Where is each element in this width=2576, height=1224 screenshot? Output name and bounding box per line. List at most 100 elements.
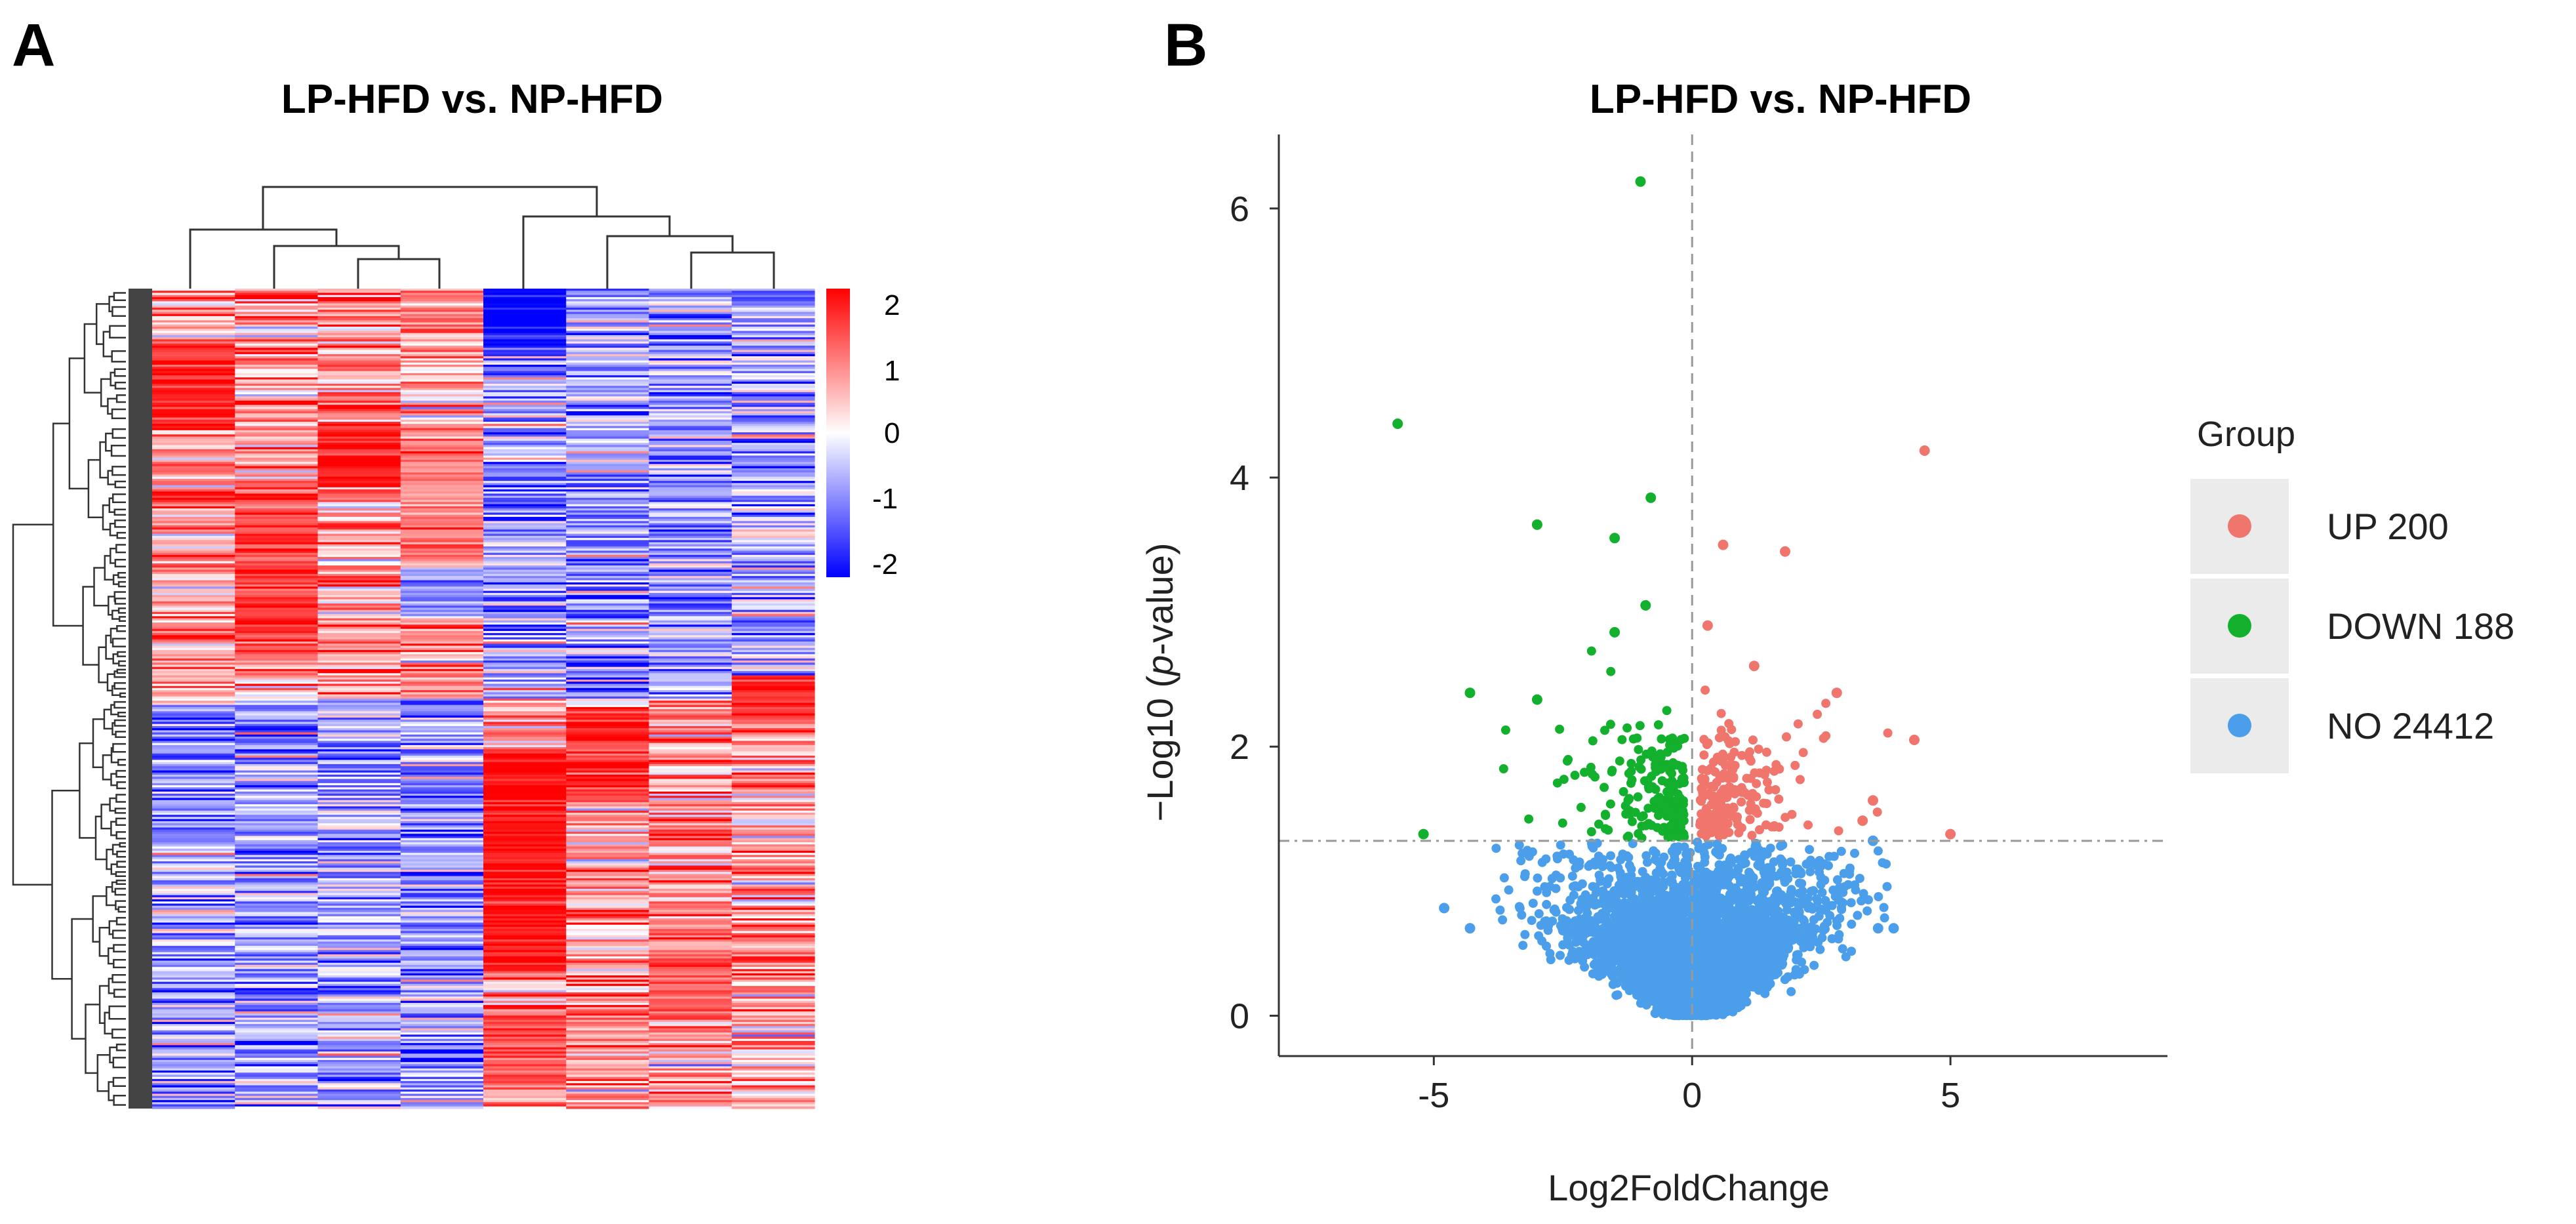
heatmap-cell [483, 806, 567, 809]
heatmap-cell [235, 343, 319, 346]
heatmap-cell [317, 630, 401, 634]
heatmap-cell [649, 694, 733, 697]
heatmap-cell [649, 584, 733, 587]
heatmap-cell [400, 986, 484, 989]
heatmap-cell [400, 760, 484, 763]
heatmap-cell [152, 943, 235, 947]
heatmap-cell [152, 825, 235, 828]
heatmap-cell [400, 964, 484, 968]
heatmap-cell [649, 595, 733, 598]
heatmap-cell [731, 717, 815, 720]
heatmap-cell [649, 1026, 733, 1029]
heatmap-cell [400, 1100, 484, 1103]
heatmap-cell [731, 364, 815, 367]
heatmap-cell [566, 1083, 650, 1086]
heatmap-cell [731, 299, 815, 302]
heatmap-cell [317, 1053, 401, 1057]
heatmap-cell [400, 464, 484, 467]
heatmap-cell [731, 1071, 815, 1073]
heatmap-cell [317, 872, 401, 874]
heatmap-cell [731, 369, 815, 372]
heatmap-cell [152, 933, 235, 936]
heatmap-cell [731, 1083, 815, 1086]
heatmap-cell [152, 607, 235, 611]
heatmap-cell [152, 1059, 235, 1063]
heatmap-cell [483, 331, 567, 334]
heatmap-cell [235, 802, 319, 805]
heatmap-cell [483, 912, 567, 915]
heatmap-cell [566, 941, 650, 945]
heatmap-cell [152, 683, 235, 687]
heatmap-cell [152, 521, 235, 524]
heatmap-cell [566, 743, 650, 746]
heatmap-cell [731, 451, 815, 454]
heatmap-cell [317, 535, 401, 539]
heatmap-cell [317, 1038, 401, 1042]
heatmap-cell [731, 685, 815, 689]
heatmap-cell [566, 1015, 650, 1019]
heatmap-cell [483, 561, 567, 564]
heatmap-cell [731, 825, 815, 828]
colorbar-tick-1: 1 [884, 355, 900, 387]
heatmap-cell [731, 939, 815, 943]
heatmap-cell [235, 1097, 319, 1101]
heatmap-cell [649, 914, 733, 917]
heatmap-cell [731, 838, 815, 841]
heatmap-cell [566, 901, 650, 905]
heatmap-cell [152, 569, 235, 573]
heatmap-cell [483, 508, 567, 511]
heatmap-cell [566, 569, 650, 573]
heatmap-cell [152, 901, 235, 905]
heatmap-cell [317, 525, 401, 528]
heatmap-cell [152, 624, 235, 628]
heatmap-cell [566, 703, 650, 706]
heatmap-cell [400, 725, 484, 729]
heatmap-cell [731, 922, 815, 926]
heatmap-cell [400, 1011, 484, 1014]
heatmap-cell [731, 720, 815, 723]
heatmap-cell [400, 468, 484, 471]
heatmap-cell [400, 601, 484, 604]
heatmap-cell [317, 1057, 401, 1061]
heatmap-cell [731, 1043, 815, 1046]
heatmap-cell [566, 772, 650, 775]
heatmap-cell [483, 489, 567, 492]
heatmap-cell [235, 878, 319, 881]
heatmap-cell [731, 1081, 815, 1084]
heatmap-cell [152, 992, 235, 995]
row-dendrogram-branch [52, 422, 83, 627]
heatmap-cell [731, 622, 815, 625]
heatmap-cell [317, 531, 401, 535]
heatmap-cell [731, 728, 815, 731]
heatmap-cell [152, 836, 235, 839]
heatmap-cell [566, 855, 650, 858]
heatmap-cell [317, 734, 401, 737]
heatmap-cell [400, 855, 484, 858]
heatmap-cell [235, 861, 319, 864]
heatmap-cell [152, 620, 235, 623]
heatmap-cell [566, 407, 650, 410]
heatmap-cell [483, 1002, 567, 1006]
heatmap-cell [731, 626, 815, 630]
heatmap-cell [152, 474, 235, 478]
heatmap-cell [649, 779, 733, 782]
heatmap-cell [235, 1091, 319, 1095]
heatmap-cell [317, 652, 401, 655]
heatmap-cell [400, 920, 484, 924]
heatmap-cell [400, 680, 484, 682]
heatmap-cell [152, 1102, 235, 1105]
heatmap-cell [566, 791, 650, 794]
heatmap-cell [649, 861, 733, 864]
heatmap-cell [152, 880, 235, 883]
heatmap-cell [649, 383, 733, 386]
heatmap-cell [483, 603, 567, 606]
heatmap-cell [649, 409, 733, 412]
heatmap-cell [649, 939, 733, 943]
heatmap-cell [731, 348, 815, 351]
heatmap-cell [317, 405, 401, 408]
heatmap-cell [235, 654, 319, 657]
heatmap-cell [649, 628, 733, 632]
heatmap-cell [317, 618, 401, 621]
heatmap-cell [400, 789, 484, 792]
heatmap-cell [400, 806, 484, 809]
